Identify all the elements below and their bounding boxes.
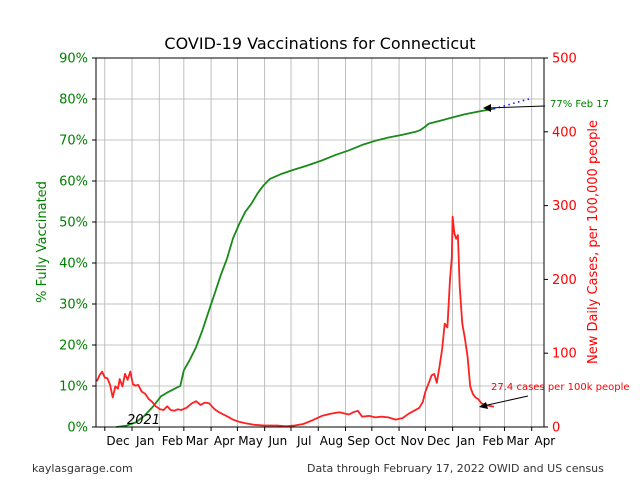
cases-annotation-arrow-line xyxy=(482,395,529,407)
year-label: 2021 xyxy=(127,413,160,428)
vaccination-annotation-arrowhead xyxy=(483,104,491,112)
x-tick-label: Dec xyxy=(427,434,450,448)
left-tick-label: 10% xyxy=(59,380,88,395)
cases-line xyxy=(96,215,495,428)
vaccination-annotation-arrow-line xyxy=(486,105,546,109)
series-layer xyxy=(96,97,532,428)
left-tick-label: 60% xyxy=(59,175,88,190)
cases-annotation: 27.4 cases per 100k people xyxy=(491,382,630,393)
chart-title: COVID-19 Vaccinations for Connecticut xyxy=(164,34,475,53)
left-tick-label: 90% xyxy=(59,52,88,67)
right-tick-label: 0 xyxy=(552,421,560,436)
x-tick-label: Sep xyxy=(347,434,370,448)
left-y-axis: 0% 10% 20% 30% 40% 50% 60% 70% 80% 90% xyxy=(59,52,96,436)
x-tick-label: May xyxy=(238,434,263,448)
vaccination-line xyxy=(116,107,495,428)
x-tick-label: Dec xyxy=(106,434,129,448)
x-tick-label: Apr xyxy=(214,434,235,448)
plot-frame xyxy=(95,57,545,428)
x-tick-label: Apr xyxy=(534,434,555,448)
left-tick-label: 30% xyxy=(59,298,88,313)
left-tick-label: 20% xyxy=(59,339,88,354)
vaccination-annotation: 77% Feb 17 xyxy=(550,99,609,110)
left-axis-label: % Fully Vaccinated xyxy=(35,181,50,303)
x-tick-label: Mar xyxy=(186,434,209,448)
x-tick-label: Nov xyxy=(401,434,424,448)
left-tick-label: 0% xyxy=(67,421,88,436)
x-tick-label: Jul xyxy=(296,434,311,448)
footer-data-note: Data through February 17, 2022 OWID and … xyxy=(307,462,604,475)
right-tick-label: 500 xyxy=(552,52,577,67)
footer-source-site: kaylasgarage.com xyxy=(32,462,133,475)
right-tick-label: 400 xyxy=(552,125,577,140)
x-tick-label: Aug xyxy=(320,434,343,448)
cases-annotation-arrowhead xyxy=(479,402,488,409)
annotations: 77% Feb 17 27.4 cases per 100k people xyxy=(479,99,630,409)
left-tick-label: 80% xyxy=(59,93,88,108)
x-tick-label: Feb xyxy=(482,434,503,448)
left-tick-label: 70% xyxy=(59,134,88,149)
right-axis-label: New Daily Cases, per 100,000 people xyxy=(586,120,601,364)
x-tick-label: Mar xyxy=(506,434,529,448)
x-tick-label: Jan xyxy=(456,434,476,448)
x-tick-label: Oct xyxy=(375,434,396,448)
x-tick-label: Feb xyxy=(162,434,183,448)
x-axis: Dec Jan Feb Mar Apr May Jun Jul Aug Sep Oct Nov Dec J… xyxy=(104,427,555,448)
right-tick-label: 100 xyxy=(552,347,577,362)
left-tick-label: 50% xyxy=(59,216,88,231)
right-tick-label: 200 xyxy=(552,273,577,288)
grid-lines xyxy=(96,57,544,428)
right-tick-label: 300 xyxy=(552,199,577,214)
left-tick-label: 40% xyxy=(59,257,88,272)
x-tick-label: Jun xyxy=(267,434,287,448)
x-tick-label: Jan xyxy=(135,434,155,448)
right-y-axis: 0 100 200 300 400 500 xyxy=(544,52,577,436)
